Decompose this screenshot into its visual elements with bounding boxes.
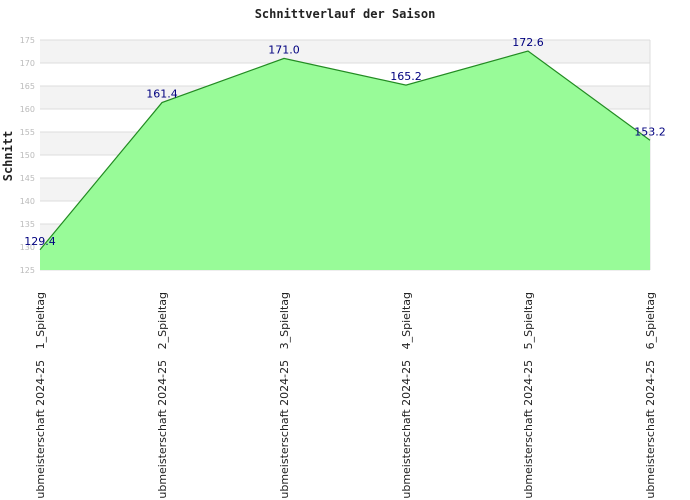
y-tick-label: 165 xyxy=(20,82,35,91)
y-tick-label: 175 xyxy=(20,36,35,45)
data-labels: 129.4 161.4 171.0 165.2 172.6 153.2 xyxy=(24,36,666,248)
data-label: 161.4 xyxy=(146,88,178,101)
y-axis-label: Schnitt xyxy=(1,131,15,182)
y-tick-label: 155 xyxy=(20,128,35,137)
y-tick-label: 140 xyxy=(20,197,35,206)
chart-title: Schnittverlauf der Saison xyxy=(255,7,436,21)
y-tick-label: 160 xyxy=(20,105,35,114)
x-tick-label: ubmeisterschaft 2024-25 2_Spieltag xyxy=(156,292,169,499)
y-axis-ticks: 125 130 135 140 145 150 155 160 165 170 175 xyxy=(20,36,35,275)
series-area xyxy=(40,51,650,270)
y-tick-label: 125 xyxy=(20,266,35,275)
data-label: 171.0 xyxy=(268,43,300,56)
data-label: 165.2 xyxy=(390,70,422,83)
grid-band xyxy=(40,40,650,63)
y-tick-label: 170 xyxy=(20,59,35,68)
x-tick-label: ubmeisterschaft 2024-25 5_Spieltag xyxy=(522,292,535,499)
x-tick-label: ubmeisterschaft 2024-25 3_Spieltag xyxy=(278,292,291,499)
x-tick-label: ubmeisterschaft 2024-25 1_Spieltag xyxy=(34,292,47,499)
data-label: 153.2 xyxy=(634,125,666,138)
y-tick-label: 145 xyxy=(20,174,35,183)
series-line xyxy=(39,50,651,251)
y-tick-label: 150 xyxy=(20,151,35,160)
y-tick-label: 135 xyxy=(20,220,35,229)
y-tick-label: 130 xyxy=(20,243,35,252)
x-tick-label: ubmeisterschaft 2024-25 6_Spieltag xyxy=(644,292,657,499)
x-axis-ticks: ubmeisterschaft 2024-25 1_Spieltag ubmeis… xyxy=(34,292,657,499)
x-tick-label: ubmeisterschaft 2024-25 4_Spieltag xyxy=(400,292,413,499)
data-label: 129.4 xyxy=(24,235,56,248)
data-label: 172.6 xyxy=(512,36,544,49)
